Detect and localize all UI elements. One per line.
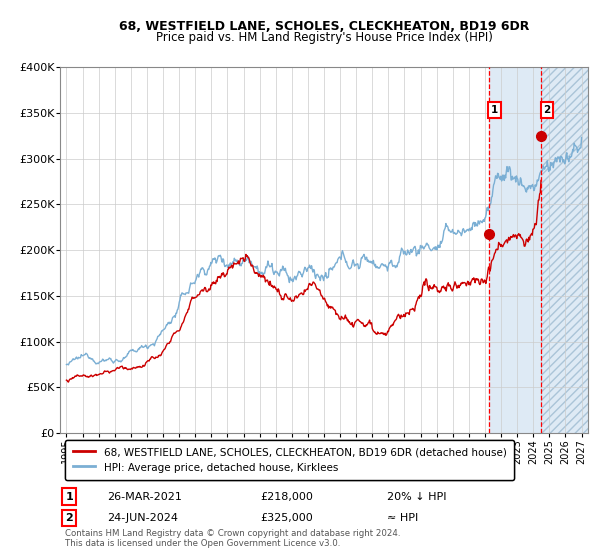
Text: Contains HM Land Registry data © Crown copyright and database right 2024.
This d: Contains HM Land Registry data © Crown c…: [65, 529, 401, 548]
Text: ≈ HPI: ≈ HPI: [388, 513, 419, 523]
Text: £218,000: £218,000: [260, 492, 314, 502]
Text: 2: 2: [544, 105, 551, 115]
Bar: [541, 67, 588, 433]
Text: 1: 1: [491, 105, 499, 115]
Bar: [541, 67, 588, 433]
Text: 1: 1: [65, 492, 73, 502]
Text: £325,000: £325,000: [260, 513, 313, 523]
Text: Price paid vs. HM Land Registry's House Price Index (HPI): Price paid vs. HM Land Registry's House …: [155, 31, 493, 44]
Bar: [488, 67, 541, 433]
Text: 24-JUN-2024: 24-JUN-2024: [107, 513, 179, 523]
Text: 26-MAR-2021: 26-MAR-2021: [107, 492, 182, 502]
Text: 20% ↓ HPI: 20% ↓ HPI: [388, 492, 447, 502]
Text: 68, WESTFIELD LANE, SCHOLES, CLECKHEATON, BD19 6DR: 68, WESTFIELD LANE, SCHOLES, CLECKHEATON…: [119, 20, 529, 32]
Legend: 68, WESTFIELD LANE, SCHOLES, CLECKHEATON, BD19 6DR (detached house), HPI: Averag: 68, WESTFIELD LANE, SCHOLES, CLECKHEATON…: [65, 440, 514, 480]
Text: 2: 2: [65, 513, 73, 523]
